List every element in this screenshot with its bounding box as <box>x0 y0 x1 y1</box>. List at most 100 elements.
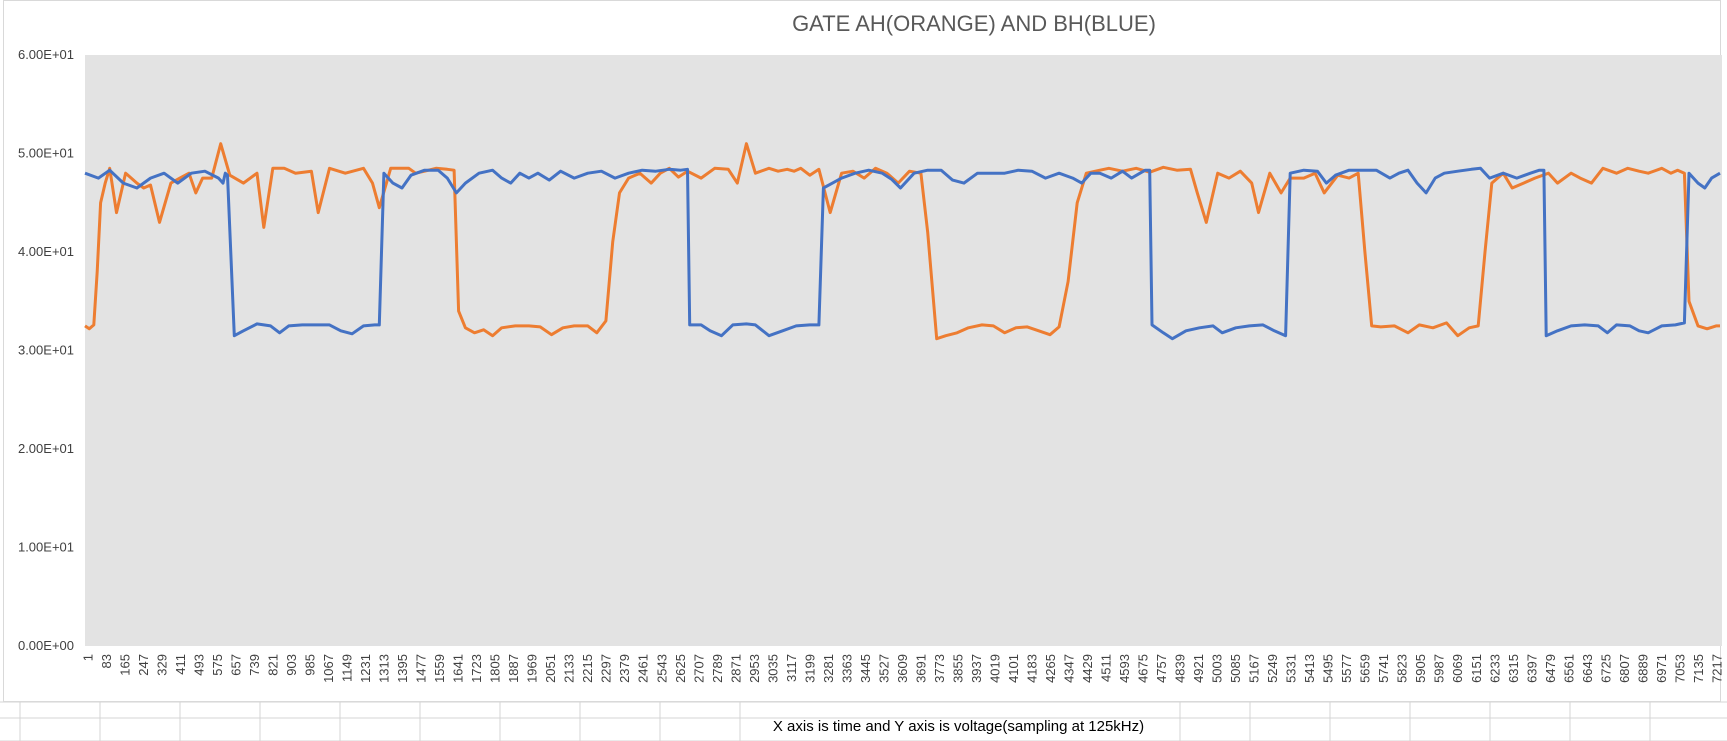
x-tick-label: 83 <box>99 654 114 668</box>
x-tick-label: 5085 <box>1228 654 1243 683</box>
x-tick-label: 6315 <box>1506 654 1521 683</box>
x-tick-label: 6725 <box>1598 654 1613 683</box>
x-tick-label: 6807 <box>1617 654 1632 683</box>
y-tick-label: 1.00E+01 <box>18 540 74 555</box>
line-chart: GATE AH(ORANGE) AND BH(BLUE) 0.00E+00 1.0… <box>18 11 1722 683</box>
x-tick-label: 1313 <box>377 654 392 683</box>
x-tick-label: 4921 <box>1191 654 1206 683</box>
y-tick-label: 4.00E+01 <box>18 244 74 259</box>
x-tick-label: 2543 <box>654 654 669 683</box>
chart-area[interactable]: GATE AH(ORANGE) AND BH(BLUE) 0.00E+00 1.0… <box>3 0 1722 702</box>
x-tick-label: 4511 <box>1099 654 1114 682</box>
y-tick-label: 2.00E+01 <box>18 441 74 456</box>
x-tick-label: 5823 <box>1395 654 1410 683</box>
x-tick-label: 4593 <box>1117 654 1132 683</box>
x-tick-label: 821 <box>266 654 281 676</box>
x-tick-label: 4757 <box>1154 654 1169 683</box>
x-tick-label: 1641 <box>451 654 466 683</box>
caption-cell[interactable]: X axis is time and Y axis is voltage(sam… <box>772 718 1145 735</box>
x-tick-label: 6233 <box>1487 654 1502 683</box>
x-tick-label: 5577 <box>1339 654 1354 683</box>
y-tick-label: 3.00E+01 <box>18 343 74 358</box>
x-tick-label: 3855 <box>950 654 965 683</box>
x-axis-tick-labels: 1 83 165 247 329 411 493 575 657 739 821 903 985 1067… <box>80 654 1722 683</box>
x-tick-label: 7053 <box>1672 654 1687 683</box>
x-tick-label: 2625 <box>673 654 688 683</box>
x-tick-label: 2379 <box>617 654 632 683</box>
series-line-orange <box>84 142 1720 341</box>
plot-area <box>85 55 1722 646</box>
x-tick-label: 4675 <box>1136 654 1151 683</box>
series-lines <box>84 142 1721 341</box>
x-tick-label: 985 <box>303 654 318 676</box>
x-tick-label: 3937 <box>969 654 984 683</box>
x-tick-label: 1969 <box>525 654 540 683</box>
x-tick-label: 5249 <box>1265 654 1280 683</box>
x-tick-label: 3527 <box>876 654 891 683</box>
x-tick-label: 5741 <box>1376 654 1391 683</box>
x-tick-label: 2953 <box>747 654 762 683</box>
x-tick-label: 3609 <box>895 654 910 683</box>
x-tick-label: 7135 <box>1691 654 1706 683</box>
x-tick-label: 657 <box>229 654 244 676</box>
x-tick-label: 6643 <box>1580 654 1595 683</box>
x-tick-label: 1723 <box>469 654 484 683</box>
x-tick-label: 3199 <box>802 654 817 683</box>
x-tick-label: 5167 <box>1247 654 1262 683</box>
x-tick-label: 3691 <box>913 654 928 683</box>
x-tick-label: 6397 <box>1524 654 1539 683</box>
x-tick-label: 4429 <box>1080 654 1095 683</box>
x-tick-label: 6561 <box>1561 654 1576 683</box>
x-tick-label: 6151 <box>1469 654 1484 683</box>
x-tick-label: 329 <box>154 654 169 676</box>
x-tick-label: 3363 <box>839 654 854 683</box>
x-tick-label: 5413 <box>1302 654 1317 683</box>
x-tick-label: 247 <box>136 654 151 676</box>
x-tick-label: 4019 <box>988 654 1003 683</box>
x-tick-label: 2871 <box>728 654 743 683</box>
y-tick-label: 6.00E+01 <box>18 47 74 62</box>
x-tick-label: 5331 <box>1284 654 1299 683</box>
x-tick-label: 2789 <box>710 654 725 683</box>
x-tick-label: 2215 <box>580 654 595 683</box>
x-tick-label: 3281 <box>821 654 836 683</box>
x-tick-label: 1805 <box>488 654 503 683</box>
x-tick-label: 5659 <box>1358 654 1373 683</box>
x-tick-label: 6889 <box>1635 654 1650 683</box>
x-tick-label: 3773 <box>932 654 947 683</box>
x-tick-label: 575 <box>210 654 225 676</box>
x-tick-label: 1149 <box>340 654 355 682</box>
x-tick-label: 4101 <box>1006 654 1021 683</box>
x-tick-label: 1887 <box>506 654 521 683</box>
x-tick-label: 739 <box>247 654 262 676</box>
x-tick-label: 5905 <box>1413 654 1428 683</box>
x-tick-label: 1067 <box>321 654 336 683</box>
x-tick-label: 1231 <box>358 654 373 683</box>
y-tick-label: 5.00E+01 <box>18 146 74 161</box>
x-tick-label: 903 <box>284 654 299 676</box>
x-tick-label: 4347 <box>1062 654 1077 683</box>
x-tick-label: 4183 <box>1025 654 1040 683</box>
x-tick-label: 2297 <box>599 654 614 683</box>
x-tick-label: 3445 <box>858 654 873 683</box>
x-tick-label: 493 <box>192 654 207 676</box>
x-tick-label: 165 <box>117 654 132 676</box>
y-axis-tick-labels: 0.00E+00 1.00E+01 2.00E+01 3.00E+01 4.00E+01… <box>18 47 74 653</box>
series-line-blue <box>84 166 1721 341</box>
x-tick-label: 3117 <box>784 654 799 682</box>
x-tick-label: 1395 <box>395 654 410 683</box>
x-tick-label: 2707 <box>691 654 706 683</box>
x-tick-label: 5495 <box>1321 654 1336 683</box>
x-tick-label: 4839 <box>1173 654 1188 683</box>
x-tick-label: 6971 <box>1654 654 1669 683</box>
x-tick-label: 3035 <box>765 654 780 683</box>
x-tick-label: 4265 <box>1043 654 1058 683</box>
x-tick-label: 6069 <box>1450 654 1465 683</box>
x-tick-label: 1477 <box>414 654 429 683</box>
x-tick-label: 1559 <box>432 654 447 683</box>
x-tick-label: 2051 <box>543 654 558 683</box>
x-tick-label: 411 <box>173 654 188 675</box>
y-tick-label: 0.00E+00 <box>18 638 74 653</box>
x-tick-label: 2461 <box>636 654 651 683</box>
